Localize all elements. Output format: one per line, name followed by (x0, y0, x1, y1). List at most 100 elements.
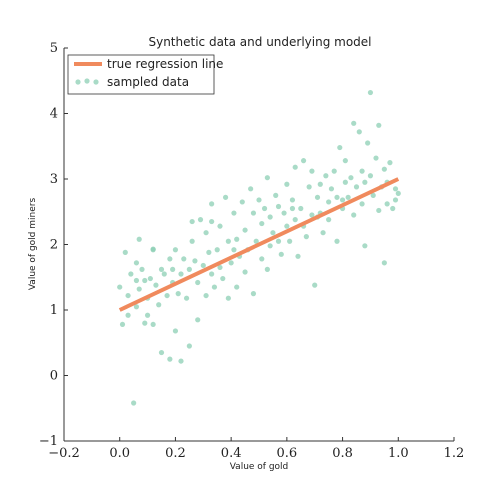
data-point (153, 282, 159, 288)
data-point (267, 243, 273, 249)
data-point (150, 321, 156, 328)
data-point (320, 230, 326, 236)
data-point (164, 292, 170, 299)
sampled-data-points (117, 89, 401, 406)
data-point (220, 275, 226, 282)
data-point (323, 173, 329, 179)
data-point (356, 129, 362, 135)
legend-point-dot (93, 79, 99, 85)
data-point (326, 199, 332, 205)
y-tick-label: 3 (50, 172, 58, 187)
data-point (390, 205, 396, 212)
x-tick-label: 1.2 (444, 446, 465, 461)
data-point (150, 247, 156, 253)
data-point (287, 238, 293, 244)
data-point (231, 247, 237, 253)
data-point (339, 197, 346, 203)
chart-title: Synthetic data and underlying model (148, 35, 371, 49)
data-point (195, 279, 201, 286)
data-point (278, 251, 284, 257)
data-point (384, 201, 390, 207)
data-point (259, 220, 265, 227)
x-tick-label: 0.2 (165, 446, 186, 461)
data-point (392, 197, 399, 203)
data-point (328, 186, 335, 192)
data-point (281, 210, 287, 216)
data-point (395, 190, 401, 197)
data-point (381, 260, 387, 266)
data-point (225, 238, 231, 244)
data-point (186, 343, 192, 349)
data-point (222, 194, 229, 200)
data-point (206, 249, 212, 255)
data-point (133, 277, 140, 284)
data-point (264, 266, 270, 272)
data-point (337, 144, 343, 151)
x-tick-label: 0.4 (221, 446, 242, 461)
data-point (209, 271, 215, 277)
data-point (175, 291, 181, 297)
data-point (156, 302, 162, 308)
data-point (359, 168, 365, 174)
data-point (217, 264, 223, 271)
data-point (158, 266, 165, 272)
data-point (136, 236, 142, 242)
data-point (144, 312, 151, 318)
data-point (234, 284, 240, 290)
legend-point-dot (75, 79, 81, 85)
data-point (267, 214, 273, 220)
data-point (298, 205, 304, 212)
data-point (158, 349, 165, 356)
legend: true regression line sampled data (67, 54, 223, 95)
data-point (303, 234, 309, 240)
data-point (295, 253, 301, 259)
data-point (167, 356, 173, 362)
data-point (292, 164, 298, 170)
data-point (284, 181, 290, 187)
data-point (273, 192, 279, 198)
data-point (128, 271, 134, 277)
legend-label-regression: true regression line (107, 57, 223, 71)
data-point (312, 282, 318, 288)
y-tick-label: 1 (50, 303, 58, 318)
x-ticks: −0.2 0.0 0.2 0.4 0.6 0.8 1.0 1.2 (48, 437, 464, 461)
data-point (353, 184, 360, 190)
data-point (284, 223, 290, 229)
data-point (133, 304, 140, 310)
data-point (367, 173, 374, 179)
data-point (365, 140, 371, 146)
data-point (376, 207, 382, 214)
data-point (253, 238, 259, 244)
data-point (181, 256, 187, 262)
legend-box (67, 54, 215, 95)
data-point (203, 292, 209, 299)
data-point (125, 312, 131, 318)
data-point (250, 291, 257, 297)
data-point (192, 258, 198, 264)
data-point (195, 317, 201, 323)
data-point (139, 266, 145, 272)
data-point (234, 236, 240, 242)
data-point (331, 168, 337, 174)
data-point (259, 256, 265, 262)
data-point (242, 227, 248, 233)
data-point (289, 205, 296, 212)
data-point (348, 175, 354, 181)
data-point (211, 284, 218, 290)
data-point (142, 277, 148, 284)
data-point (178, 358, 184, 364)
data-point (183, 295, 190, 301)
data-point (306, 184, 312, 190)
data-point (381, 166, 387, 172)
data-point (231, 210, 237, 216)
data-point (122, 249, 128, 255)
data-point (362, 179, 368, 185)
data-point (264, 175, 270, 181)
data-point (214, 247, 220, 253)
data-point (200, 262, 206, 269)
data-point (392, 186, 399, 192)
data-point (370, 192, 376, 198)
data-point (228, 260, 234, 266)
data-point (209, 218, 215, 225)
data-point (167, 256, 173, 262)
